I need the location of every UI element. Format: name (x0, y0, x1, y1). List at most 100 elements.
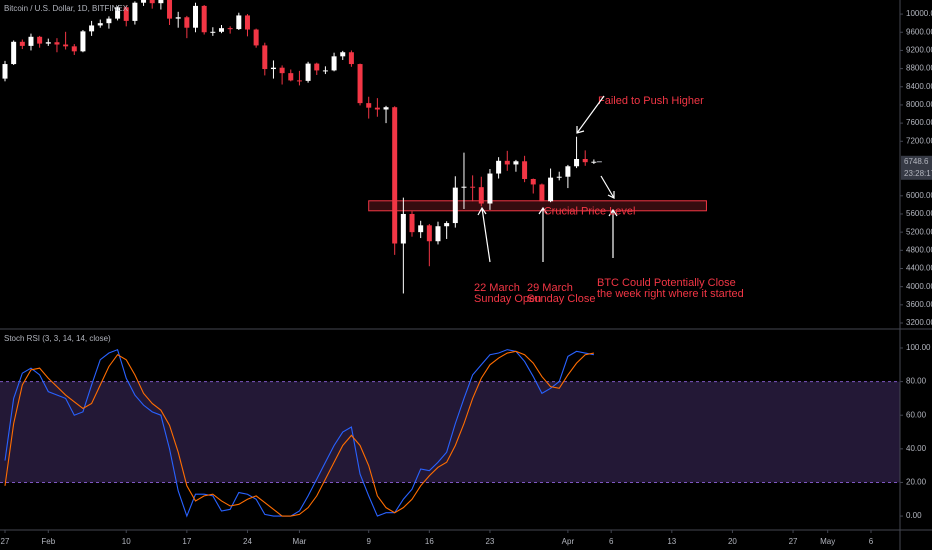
arrow (576, 95, 605, 134)
indicator-label: Stoch RSI (3, 3, 14, 14, close) (4, 334, 111, 343)
y-tick-label: 9200.00 (906, 46, 932, 55)
candle-body (37, 36, 43, 44)
y-tick-label: 4800.00 (906, 245, 932, 254)
candle-body (426, 225, 432, 242)
annotation: BTC Could Potentially Close (597, 277, 736, 289)
y-tick-label: 8000.00 (906, 100, 932, 109)
y-tick-label: 0.00 (906, 511, 922, 520)
candle-body (400, 213, 406, 244)
candle-body (374, 107, 380, 110)
zone-label: Crucial Price Level (544, 206, 636, 218)
candle-body (470, 186, 476, 188)
indicator-band (0, 381, 900, 483)
candle-body (366, 103, 372, 108)
y-tick-label: 7600.00 (906, 118, 932, 127)
candle-body (348, 52, 354, 65)
x-tick-label: 23 (485, 537, 494, 546)
candle-body (19, 41, 25, 46)
under-layer (0, 13, 903, 533)
candle-body (452, 187, 458, 224)
y-tick-label: 8800.00 (906, 64, 932, 73)
candle-body (2, 64, 8, 79)
y-tick-label: 7200.00 (906, 136, 932, 145)
candle-body (54, 42, 60, 45)
candle-body (115, 7, 121, 19)
last-price-box (901, 155, 932, 180)
arrow (477, 206, 491, 263)
candle-body (80, 31, 86, 52)
candle-body (132, 2, 138, 21)
candle-body (175, 17, 181, 19)
x-tick-label: 6 (869, 537, 874, 546)
candle-body (392, 107, 398, 244)
candle-body (591, 161, 597, 163)
candle-body (253, 29, 259, 46)
candle-body (270, 67, 276, 70)
candle-body (71, 46, 77, 52)
y-tick-label: 10000.00 (906, 9, 932, 18)
candle-body (158, 0, 164, 4)
candle-body (548, 177, 554, 202)
candle-body (478, 187, 484, 204)
countdown-label: 23:28:17 (904, 169, 932, 178)
price-zone (368, 200, 707, 212)
candle-body (218, 28, 224, 32)
y-tick-label: 80.00 (906, 377, 927, 386)
arrow (608, 208, 618, 258)
arrow (538, 206, 548, 262)
candle-body (496, 160, 502, 174)
annotation: Sunday Open (474, 293, 541, 305)
candle-body (444, 223, 450, 227)
x-tick-label: Feb (41, 537, 55, 546)
candle-body (45, 42, 51, 44)
candle-body (461, 186, 467, 188)
candle-body (184, 17, 190, 28)
candle-body (409, 213, 415, 233)
candle-body (565, 166, 571, 177)
candle-body (106, 18, 112, 24)
candle-body (322, 70, 328, 72)
candle-body (11, 41, 17, 65)
candle-body (582, 159, 588, 163)
annotation: the week right where it started (597, 288, 744, 300)
candle-body (149, 0, 155, 4)
candle-body (210, 31, 216, 33)
annotation: Failed to Push Higher (598, 95, 704, 107)
y-tick-label: 5200.00 (906, 227, 932, 236)
candle-body (556, 176, 562, 178)
x-tick-label: 27 (1, 537, 10, 546)
indicator-line (4, 350, 594, 517)
candle-body (296, 80, 302, 82)
x-tick-label: 9 (366, 537, 371, 546)
y-tick-label: 40.00 (906, 444, 927, 453)
candle-body (279, 67, 285, 74)
indicator-line (4, 348, 594, 518)
candle-body (244, 15, 250, 30)
candle-body (383, 107, 389, 110)
candle-body (522, 161, 528, 179)
y-tick-label: 3600.00 (906, 300, 932, 309)
candle-body (28, 36, 34, 46)
x-tick-label: 24 (243, 537, 252, 546)
candle-body (123, 7, 129, 21)
x-tick-label: 6 (609, 537, 614, 546)
x-tick-label: 27 (789, 537, 798, 546)
y-tick-label: 4000.00 (906, 282, 932, 291)
candle-body (141, 0, 147, 3)
annotation: 22 March (474, 282, 520, 294)
candle-body (201, 5, 207, 33)
y-tick-label: 60.00 (906, 410, 927, 419)
y-tick-label: 6000.00 (906, 191, 932, 200)
candle-body (340, 52, 346, 57)
candle-body (504, 160, 510, 165)
candle-body (357, 64, 363, 104)
candle-body (97, 23, 103, 26)
candle-body (435, 226, 441, 242)
annotation: 29 March (527, 282, 573, 294)
y-tick-label: 4400.00 (906, 264, 932, 273)
y-tick-label: 9600.00 (906, 27, 932, 36)
x-tick-label: Mar (293, 537, 307, 546)
candle-body (530, 178, 536, 185)
